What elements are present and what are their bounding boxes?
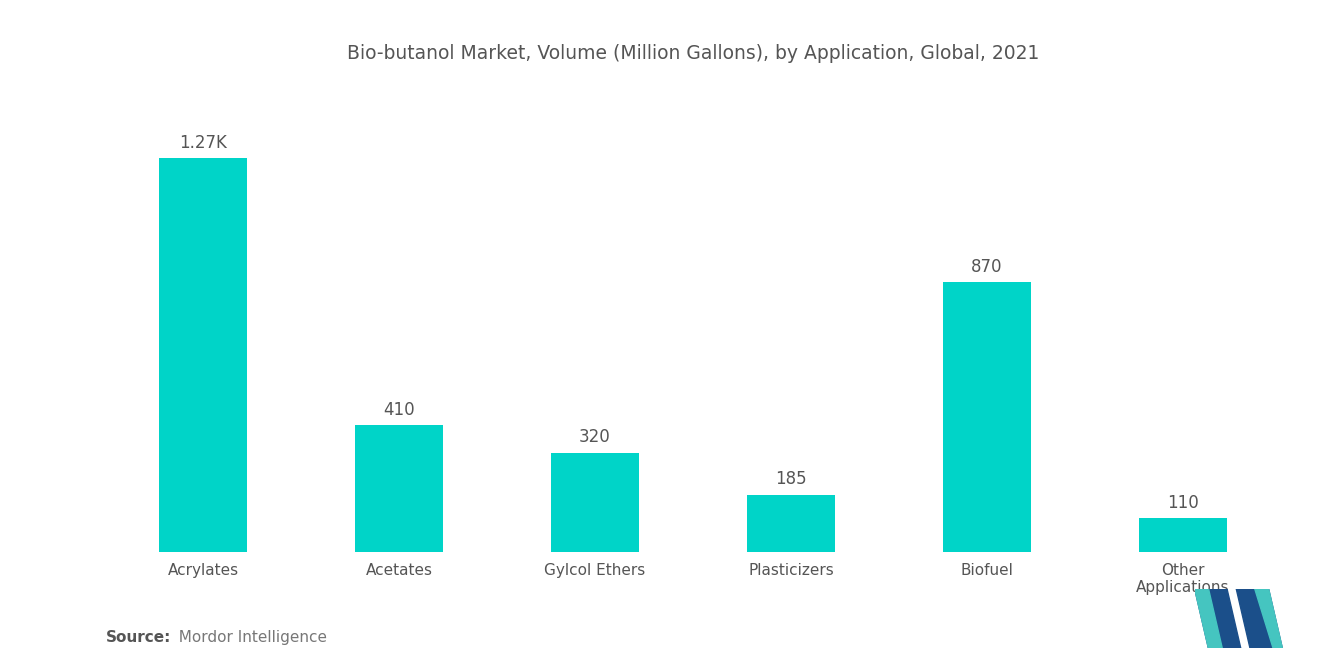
Text: 870: 870 bbox=[972, 258, 1003, 276]
Text: 185: 185 bbox=[775, 470, 807, 488]
Text: 110: 110 bbox=[1167, 493, 1199, 511]
Text: 1.27K: 1.27K bbox=[180, 134, 227, 152]
Polygon shape bbox=[1195, 589, 1241, 648]
Polygon shape bbox=[1237, 589, 1283, 648]
Polygon shape bbox=[1195, 589, 1222, 648]
Bar bbox=[550, 453, 639, 552]
Bar bbox=[158, 158, 247, 552]
Text: Mordor Intelligence: Mordor Intelligence bbox=[169, 630, 327, 645]
Title: Bio-butanol Market, Volume (Million Gallons), by Application, Global, 2021: Bio-butanol Market, Volume (Million Gall… bbox=[347, 44, 1039, 63]
Bar bbox=[1139, 518, 1228, 552]
Bar bbox=[355, 425, 444, 552]
Bar bbox=[942, 282, 1031, 552]
Polygon shape bbox=[1255, 589, 1283, 648]
Text: 410: 410 bbox=[383, 400, 414, 418]
Text: Source:: Source: bbox=[106, 630, 172, 645]
Text: 320: 320 bbox=[579, 428, 611, 446]
Bar bbox=[747, 495, 836, 552]
